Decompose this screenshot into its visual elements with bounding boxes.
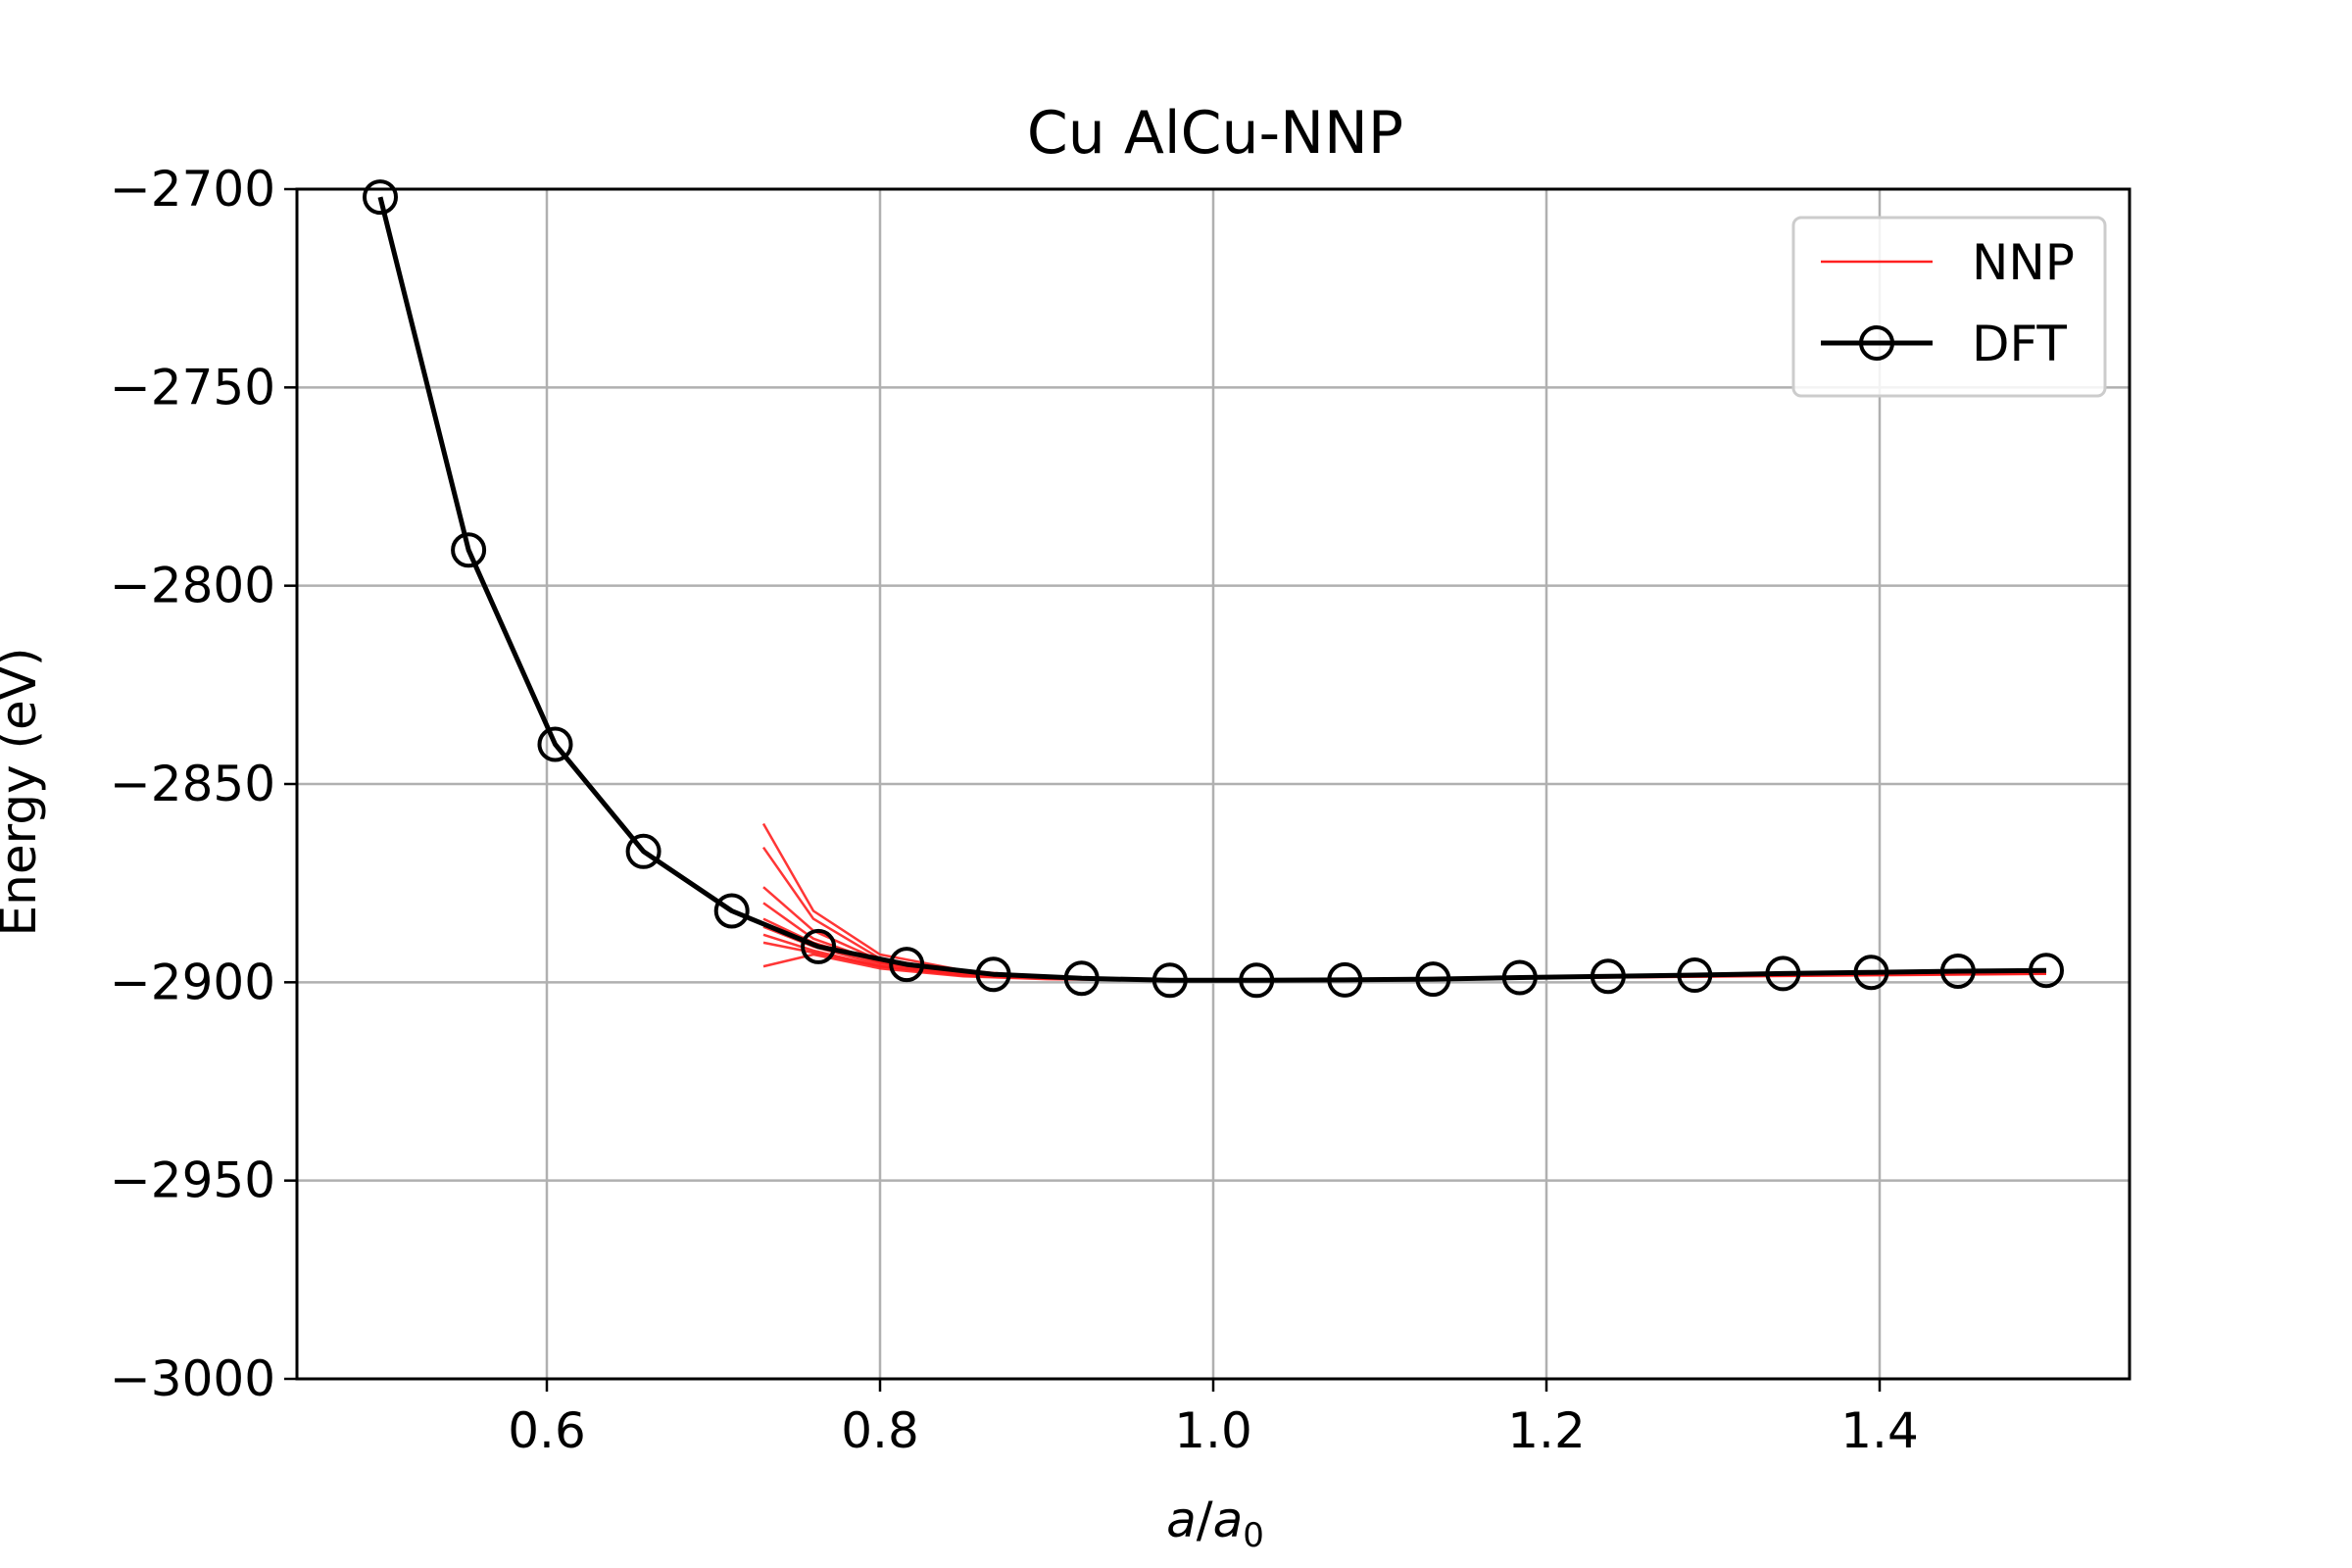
x-tick-label: 1.0 [1174, 1402, 1252, 1459]
ticks: 0.6 0.8 1.0 1.2 1.4 −2700 −2750 −2800 −2850 −2900… [110, 161, 1919, 1459]
dft-point [1063, 960, 1100, 997]
x-axis-label-slash: / [1197, 1492, 1213, 1548]
y-tick-label: −2900 [110, 954, 275, 1010]
x-tick-label: 1.4 [1840, 1402, 1919, 1459]
dft-point [1677, 957, 1713, 994]
dft-series [363, 179, 2064, 999]
y-tick-label: −2750 [110, 359, 275, 416]
x-axis-label: a/a0 [1166, 1492, 1264, 1555]
x-tick-label: 1.2 [1507, 1402, 1586, 1459]
y-tick-label: −2850 [110, 756, 275, 812]
x-axis-label-var: a [1166, 1492, 1197, 1548]
y-tick-label: −3000 [110, 1350, 275, 1407]
dft-point [625, 833, 662, 869]
x-tick-label: 0.6 [508, 1402, 586, 1459]
dft-point [1590, 958, 1626, 995]
legend-dft-marker [1859, 325, 1894, 361]
dft-point [1853, 955, 1889, 991]
legend-nnp-label: NNP [1972, 234, 2075, 291]
y-tick-label: −2800 [110, 558, 275, 614]
x-axis-label-subscript: 0 [1243, 1516, 1264, 1555]
dft-point [451, 532, 487, 568]
legend: NNP DFT [1791, 216, 2107, 398]
dft-point [1327, 961, 1363, 998]
dft-point [1152, 962, 1188, 999]
dft-point [975, 956, 1011, 993]
dft-point [1239, 962, 1275, 999]
y-tick-label: −2950 [110, 1152, 275, 1209]
y-tick-label: −2700 [110, 161, 275, 218]
dft-point [889, 947, 925, 983]
dft-point [1501, 959, 1538, 996]
y-axis-label: Energy (eV) [0, 648, 47, 937]
dft-point [1765, 956, 1801, 992]
dft-point [537, 726, 573, 762]
dft-point [801, 928, 837, 964]
dft-point [1939, 954, 1976, 990]
dft-point [1415, 961, 1451, 998]
dft-point [363, 179, 398, 216]
x-tick-label: 0.8 [841, 1402, 919, 1459]
dft-point [2029, 953, 2064, 989]
x-axis-label-base: a [1213, 1492, 1244, 1548]
legend-dft-label: DFT [1972, 316, 2067, 372]
dft-point [713, 893, 750, 929]
chart-title: Cu AlCu-NNP [1027, 99, 1403, 168]
